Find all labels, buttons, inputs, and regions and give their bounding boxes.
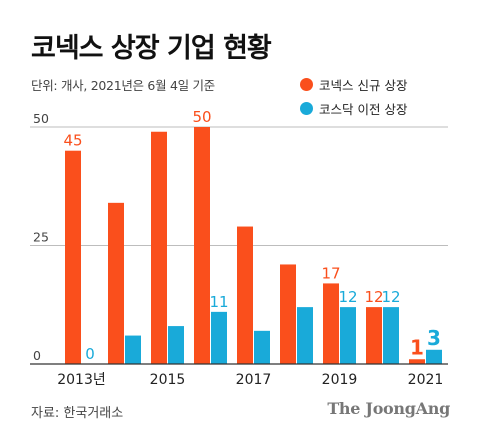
data-label-new-listing-2019: 17	[321, 264, 340, 282]
legend-swatch-transfer-listing	[300, 101, 313, 115]
chart-title: 코넥스 상장 기업 현황	[31, 33, 272, 64]
x-tick-label-2019: 2019	[322, 372, 358, 388]
legend-label-new-listing: 코넥스 신규 상장	[319, 77, 408, 93]
bar-new-listing-2020	[366, 307, 382, 364]
bar-transfer-listing-2017	[254, 330, 270, 364]
bar-transfer-listing-2020	[383, 307, 399, 364]
data-label-new-listing-2021: 1	[410, 335, 424, 359]
data-label-transfer-listing-2013: 0	[85, 345, 95, 363]
x-tick-label-2013: 2013년	[57, 372, 106, 388]
data-label-new-listing-2016: 50	[192, 108, 211, 126]
y-tick-label-25: 25	[33, 230, 49, 245]
legend-item-new-listing: 코넥스 신규 상장	[300, 72, 407, 96]
data-label-transfer-listing-2016: 11	[209, 293, 228, 311]
brand-logo: The JoongAng	[327, 399, 450, 418]
bar-new-listing-2013	[65, 150, 81, 364]
x-tick-label-2021: 2021	[408, 372, 444, 388]
source-note: 자료: 한국거래소	[31, 406, 124, 421]
bar-new-listing-2017	[237, 226, 253, 364]
bar-new-listing-2019	[323, 283, 339, 364]
bar-new-listing-2014	[108, 202, 124, 364]
data-label-transfer-listing-2021: 3	[427, 326, 441, 350]
data-label-transfer-listing-2020: 12	[381, 288, 400, 306]
bar-new-listing-2016	[194, 127, 210, 364]
legend-swatch-new-listing	[300, 77, 313, 91]
x-tick-label-2017: 2017	[236, 372, 272, 388]
bar-transfer-listing-2019	[340, 307, 356, 364]
data-label-transfer-listing-2019: 12	[338, 288, 357, 306]
bar-new-listing-2018	[280, 264, 296, 364]
legend-item-transfer-listing: 코스닥 이전 상장	[300, 96, 407, 120]
legend-label-transfer-listing: 코스닥 이전 상장	[319, 101, 408, 117]
y-tick-label-50: 50	[33, 111, 49, 126]
bar-transfer-listing-2015	[168, 326, 184, 364]
data-label-new-listing-2013: 45	[63, 132, 82, 150]
bar-new-listing-2021	[409, 359, 425, 364]
x-tick-label-2015: 2015	[150, 372, 186, 388]
unit-note: 단위: 개사, 2021년은 6월 4일 기준	[31, 78, 215, 93]
bar-transfer-listing-2016	[211, 311, 227, 364]
legend: 코넥스 신규 상장 코스닥 이전 상장	[300, 72, 407, 120]
bar-new-listing-2015	[151, 131, 167, 364]
bar-transfer-listing-2021	[426, 349, 442, 364]
bar-transfer-listing-2018	[297, 307, 313, 364]
data-label-new-listing-2020: 12	[364, 288, 383, 306]
y-tick-label-0: 0	[33, 348, 41, 363]
bar-transfer-listing-2014	[125, 335, 141, 364]
